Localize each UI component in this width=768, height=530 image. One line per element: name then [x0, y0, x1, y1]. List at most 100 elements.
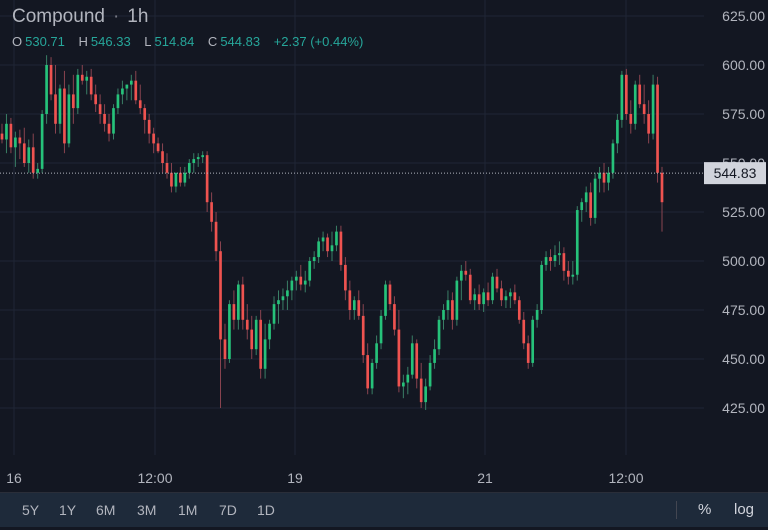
candle: [214, 212, 218, 261]
candle-body: [161, 151, 164, 163]
candle-body: [40, 114, 44, 169]
candle-body: [254, 319, 258, 350]
candle: [500, 280, 503, 307]
candle: [459, 264, 463, 301]
candle: [424, 378, 427, 410]
candle: [366, 343, 370, 395]
candle: [482, 288, 485, 312]
candle-body: [237, 284, 240, 320]
candle-body: [134, 80, 138, 101]
candle-body: [642, 104, 646, 114]
candle: [31, 133, 35, 179]
candle-body: [0, 133, 4, 140]
timeframe-7d-button[interactable]: 7D: [219, 502, 237, 518]
candle-body: [580, 202, 584, 211]
x-tick-label: 21: [477, 470, 493, 486]
candle: [312, 251, 316, 269]
candle: [268, 319, 271, 350]
candle: [147, 114, 151, 144]
candle-body: [326, 237, 329, 252]
timeframe-1y-button[interactable]: 1Y: [59, 502, 77, 518]
candle: [174, 172, 178, 193]
candle: [419, 362, 423, 408]
percent-scale-toggle[interactable]: %: [698, 501, 712, 518]
candle-body: [294, 276, 298, 281]
candle: [85, 70, 89, 95]
candle: [303, 270, 307, 293]
candle: [22, 127, 26, 167]
candle-body: [410, 343, 414, 375]
candle: [254, 315, 258, 356]
candle: [540, 261, 543, 314]
candle: [544, 251, 548, 271]
candle: [442, 304, 445, 330]
candle-body: [553, 255, 557, 261]
candle-body: [312, 257, 316, 261]
candle: [14, 131, 17, 167]
last-price-badge: [704, 162, 766, 185]
candle: [473, 288, 477, 310]
timeframe-1m-button[interactable]: 1M: [178, 502, 198, 518]
candle: [281, 288, 285, 310]
candle-body: [406, 374, 410, 383]
candle: [468, 268, 472, 305]
candle-body: [549, 257, 552, 261]
last-price-marker: 544.83: [0, 162, 766, 185]
candle: [642, 84, 646, 124]
candle: [580, 198, 584, 222]
candle-body: [27, 147, 31, 163]
candle: [464, 261, 468, 281]
candle-body: [156, 143, 160, 152]
candle-body: [317, 241, 320, 258]
candle-body: [562, 253, 566, 271]
candle: [406, 366, 410, 395]
candle: [629, 100, 633, 134]
log-scale-toggle[interactable]: log: [734, 501, 755, 518]
candle-body: [446, 300, 450, 310]
timeframe-1d-button[interactable]: 1D: [257, 502, 275, 518]
candle-body: [375, 343, 378, 363]
separator-dot: ·: [112, 6, 120, 27]
candle-body: [138, 100, 142, 109]
candle-body: [567, 270, 570, 277]
candle-body: [361, 315, 365, 356]
candle: [607, 166, 610, 191]
candle: [593, 172, 597, 224]
candle: [54, 65, 57, 134]
timeframe-3m-button[interactable]: 3M: [137, 502, 157, 518]
candle-body: [384, 284, 387, 316]
candle-body: [63, 88, 66, 144]
candle: [486, 282, 490, 307]
candle-body: [308, 261, 312, 281]
candle-body: [598, 172, 601, 179]
candle-body: [219, 251, 222, 340]
candle: [321, 231, 325, 252]
candle-body: [504, 296, 508, 301]
y-tick-label: 600.00: [722, 57, 765, 73]
candle-body: [263, 339, 267, 369]
candle: [352, 296, 356, 320]
candle: [201, 151, 205, 163]
candle: [45, 55, 48, 124]
candle: [210, 192, 213, 232]
candle-body: [277, 300, 280, 305]
high-value: 546.33: [90, 34, 131, 49]
candle: [393, 296, 396, 336]
timeframe-5y-button[interactable]: 5Y: [22, 502, 40, 518]
candle: [549, 249, 552, 271]
y-tick-label: 625.00: [722, 8, 765, 24]
candle-body: [388, 284, 392, 305]
candle-body: [281, 296, 285, 301]
candle-body: [121, 88, 124, 95]
candle-body: [638, 84, 642, 105]
candle: [63, 70, 66, 154]
candle: [446, 290, 450, 320]
candle: [134, 70, 138, 105]
timeframe-6m-button[interactable]: 6M: [96, 502, 116, 518]
candle-body: [593, 178, 597, 218]
candle-body: [210, 202, 213, 222]
symbol-name: Compound: [12, 6, 105, 27]
candle: [116, 88, 120, 114]
candle: [375, 335, 378, 369]
